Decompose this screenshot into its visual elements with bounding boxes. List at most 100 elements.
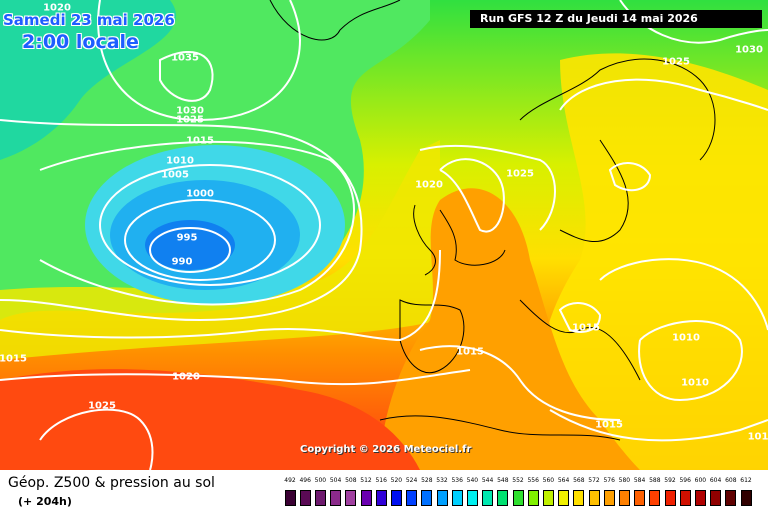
ridge-europe <box>538 53 768 470</box>
legend-label: 604 <box>709 477 722 484</box>
legend-label: 580 <box>618 477 631 484</box>
legend-swatch <box>649 490 661 506</box>
legend-swatch <box>330 490 342 506</box>
legend-label: 576 <box>603 477 615 484</box>
isobar-label: 1010 <box>672 332 700 344</box>
isobar-label: 1025 <box>506 168 534 180</box>
legend-swatch <box>558 490 570 506</box>
legend-swatch <box>345 490 357 506</box>
legend-label: 512 <box>360 477 372 484</box>
field-zone-yellow <box>0 140 440 360</box>
legend-label: 548 <box>497 477 509 484</box>
forecast-date: Samedi 23 mai 2026 <box>3 11 175 29</box>
map-panel: Samedi 23 mai 2026 2:00 locale Run GFS 1… <box>0 0 768 470</box>
legend-swatch <box>603 490 615 506</box>
legend-label: 608 <box>725 477 737 484</box>
legend-label: 584 <box>633 477 646 484</box>
legend-swatch <box>482 490 494 506</box>
legend-label: 520 <box>390 477 403 484</box>
legend-label: 504 <box>329 477 342 484</box>
legend-label: 572 <box>588 477 600 484</box>
isobar-label: 1020 <box>415 179 443 191</box>
isobar-label: 1015 <box>572 322 600 334</box>
legend-label: 492 <box>284 477 296 484</box>
isobar-label: 1025 <box>176 114 204 126</box>
legend-swatch <box>542 490 554 506</box>
legend-swatch <box>284 490 296 506</box>
legend-label: 588 <box>649 477 661 484</box>
legend-label: 596 <box>679 477 691 484</box>
legend-label: 500 <box>314 477 327 484</box>
legend-swatch <box>710 490 722 506</box>
isobars <box>0 0 768 470</box>
isobar-label: 1020 <box>172 371 200 383</box>
legend-label: 508 <box>345 477 357 484</box>
legend-label: 532 <box>436 477 448 484</box>
isobar-label: 990 <box>171 256 193 268</box>
legend-swatch <box>679 490 691 506</box>
legend-swatch <box>466 490 478 506</box>
ridge-orange <box>380 188 640 470</box>
legend-swatch <box>588 490 600 506</box>
legend-label: 568 <box>573 477 585 484</box>
legend-label: 540 <box>466 477 479 484</box>
legend-swatch <box>314 490 326 506</box>
legend-label: 612 <box>740 477 752 484</box>
legend-label: 600 <box>694 477 707 484</box>
legend-swatch <box>725 490 737 506</box>
forecast-time: 2:00 locale <box>22 31 139 53</box>
isobar-label: 1030 <box>735 44 763 56</box>
isobar-label: 1015 <box>595 419 623 431</box>
isobar-label: 1010 <box>681 377 709 389</box>
legend-swatch <box>527 490 539 506</box>
isobar-label: 1000 <box>186 188 214 200</box>
legend-swatch <box>694 490 706 506</box>
legend-label: 560 <box>542 477 555 484</box>
legend-swatch <box>618 490 630 506</box>
legend-swatch <box>406 490 418 506</box>
isobar-label: 1005 <box>161 169 189 181</box>
legend-label: 496 <box>299 477 311 484</box>
model-run-info: Run GFS 12 Z du Jeudi 14 mai 2026 <box>470 10 762 28</box>
legend-label: 564 <box>557 477 570 484</box>
legend-swatch <box>497 490 509 506</box>
legend-label: 528 <box>421 477 433 484</box>
legend-swatch <box>512 490 524 506</box>
legend-swatch <box>664 490 676 506</box>
isobar-label: 1010 <box>166 155 194 167</box>
isobar-label: 1015 <box>0 353 27 365</box>
chart-title: Géop. Z500 & pression au sol <box>8 475 215 491</box>
legend-label: 544 <box>481 477 494 484</box>
legend-swatch <box>451 490 463 506</box>
legend-swatch <box>634 490 646 506</box>
isobar-label: 1030 <box>176 105 204 117</box>
legend-label: 592 <box>664 477 676 484</box>
isobar-label: 1015 <box>456 346 484 358</box>
isobar-label: 1035 <box>171 52 199 64</box>
isobar-label: 101 <box>747 431 768 443</box>
isobar-label: 1025 <box>662 56 690 68</box>
legend-label: 524 <box>405 477 418 484</box>
field-zone-teal <box>0 0 177 160</box>
legend-label: 536 <box>451 477 463 484</box>
legend-swatch <box>740 490 752 506</box>
legend-swatch <box>436 490 448 506</box>
forecast-lead-time: (+ 204h) <box>18 495 72 508</box>
color-legend: 492 496 500 504 508 512 516 520 524 528 532 536 540 5… <box>283 477 755 509</box>
copyright-notice: Copyright © 2026 Meteociel.fr <box>300 444 472 455</box>
isobar-label: 1025 <box>88 400 116 412</box>
map-svg <box>0 0 768 470</box>
legend-swatch <box>573 490 585 506</box>
isobar-label: 1015 <box>186 135 214 147</box>
isobar-label: 995 <box>176 232 198 244</box>
isobar-label: 1020 <box>43 2 71 14</box>
legend-label: 516 <box>375 477 387 484</box>
legend-swatch <box>360 490 372 506</box>
legend-label: 552 <box>512 477 524 484</box>
legend-label: 556 <box>527 477 539 484</box>
legend-swatch <box>421 490 433 506</box>
legend-swatch <box>299 490 311 506</box>
legend-swatch <box>375 490 387 506</box>
legend-swatch <box>390 490 402 506</box>
